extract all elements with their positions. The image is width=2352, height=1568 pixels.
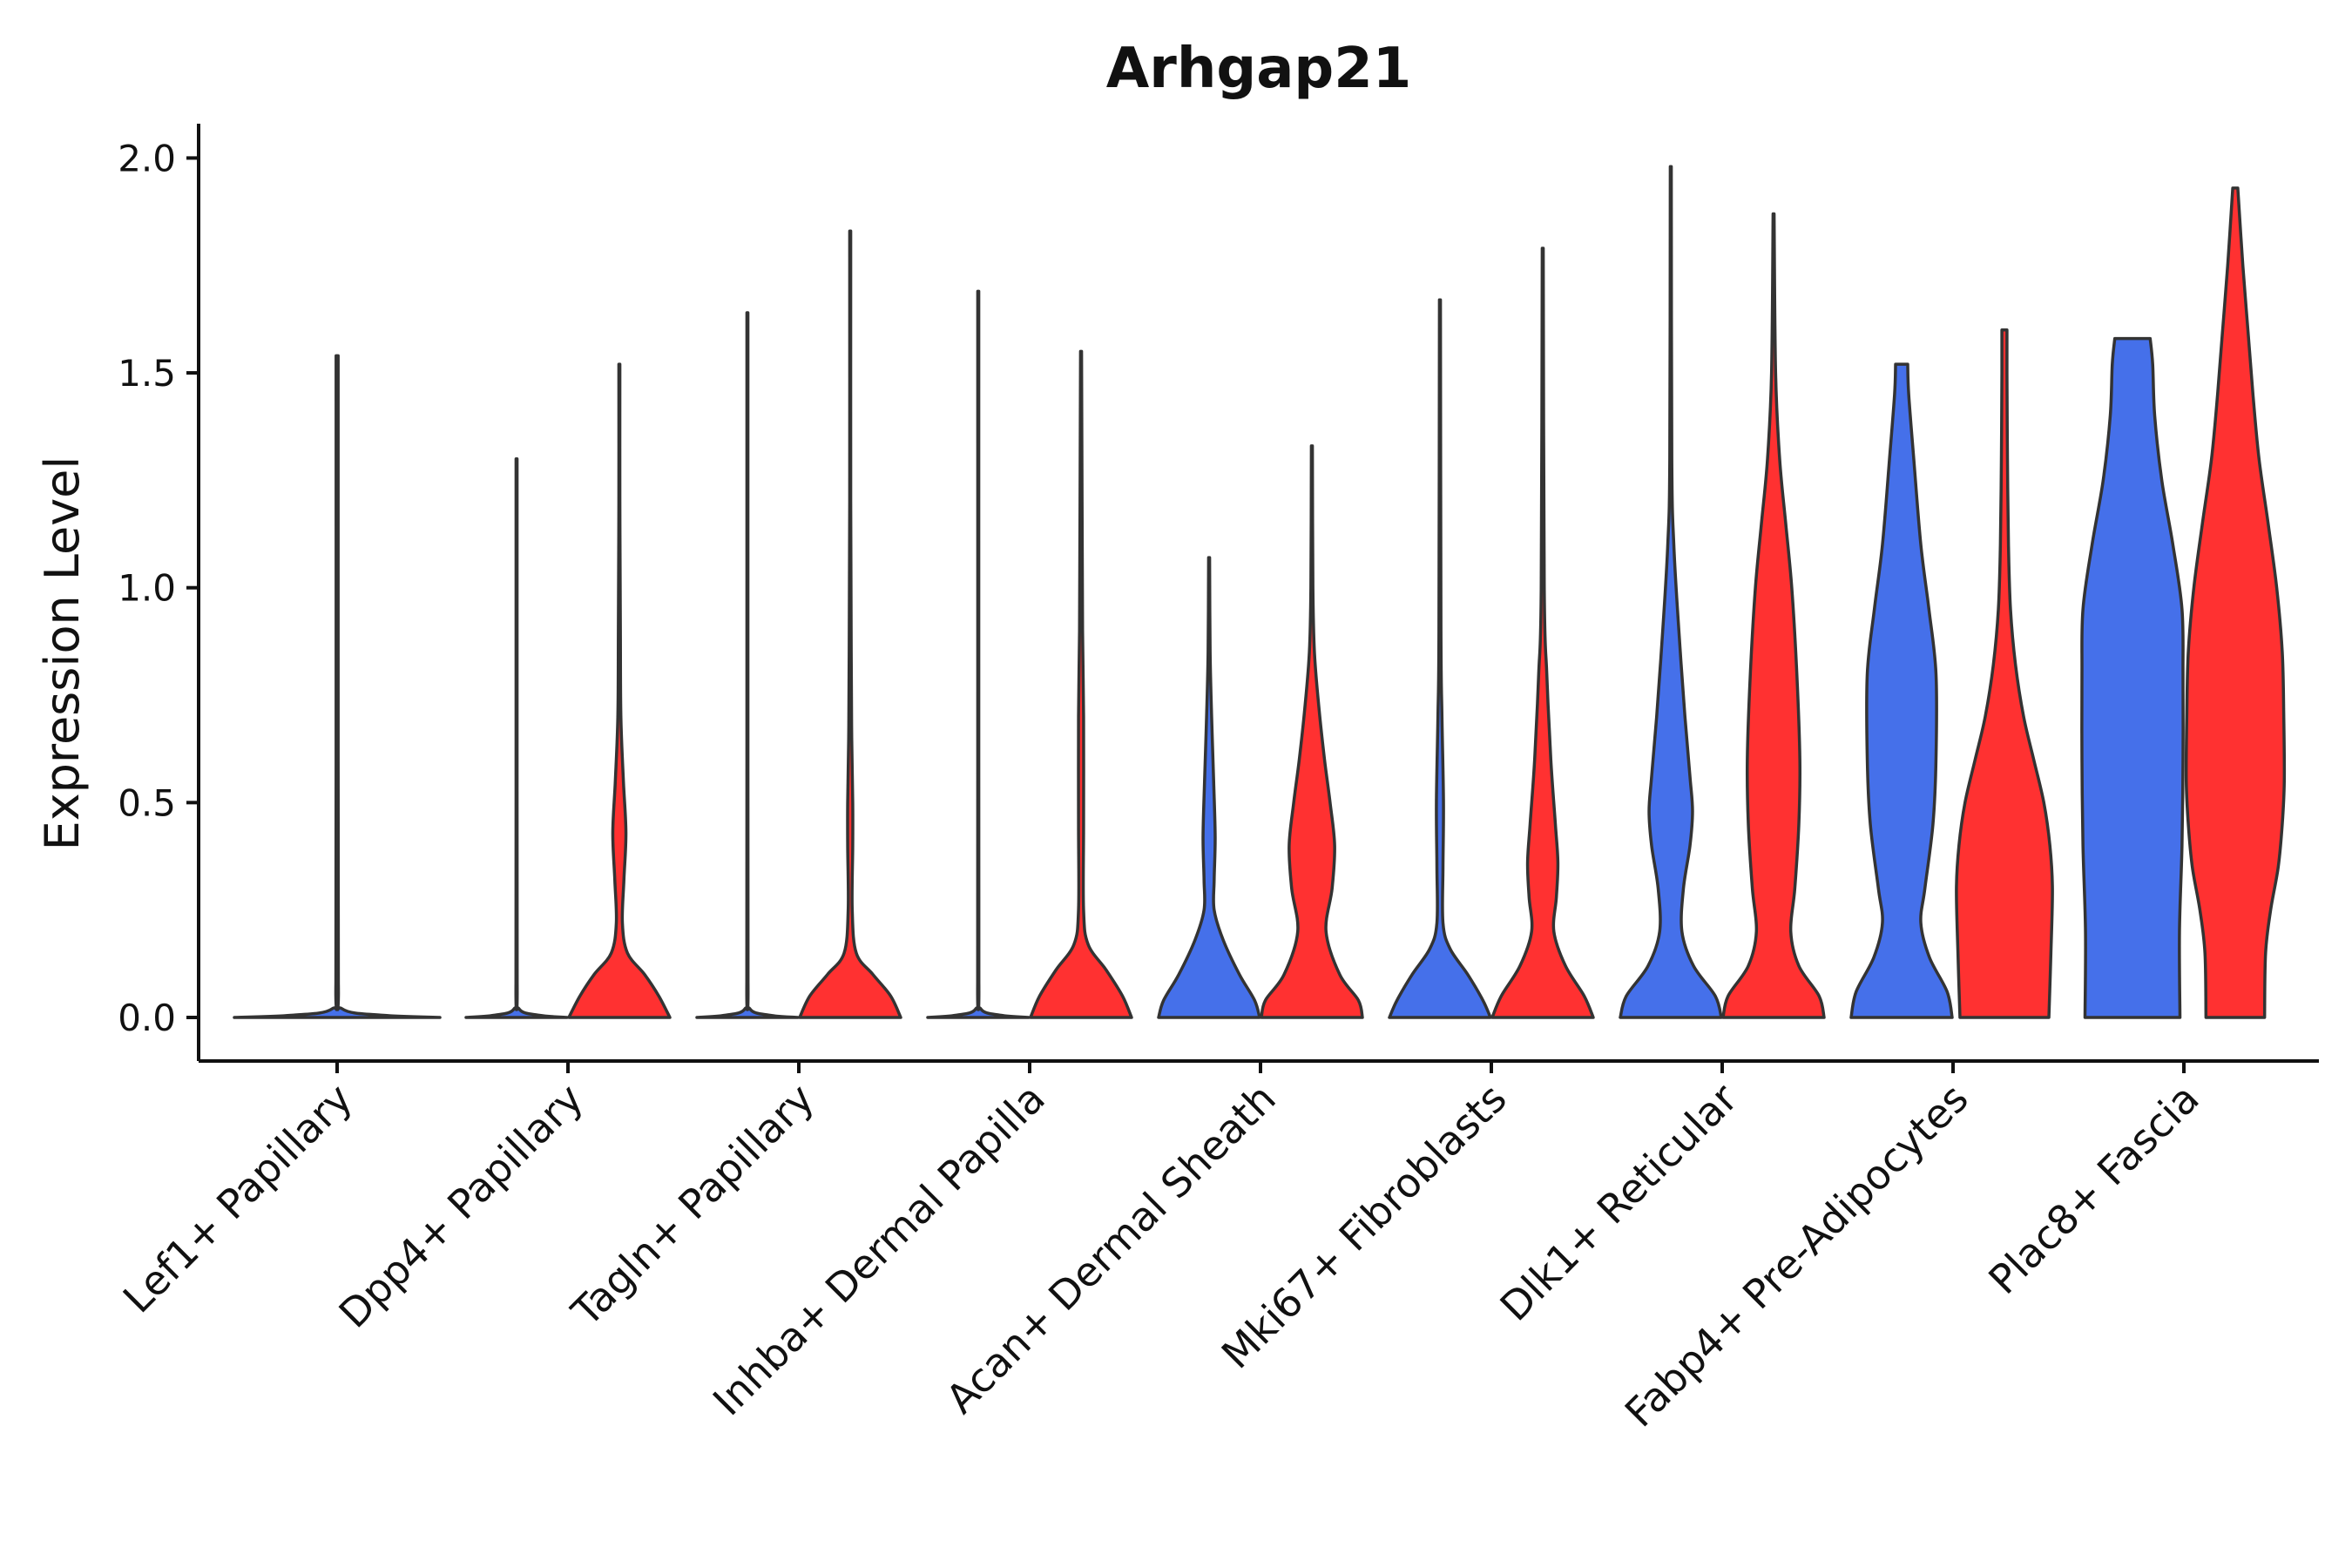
violin-red-7	[1721, 212, 1826, 1019]
violin-blue-6	[1388, 298, 1492, 1019]
y-tick-label: 2.0	[118, 137, 176, 179]
y-tick-label: 0.0	[118, 997, 176, 1039]
violins-layer	[233, 165, 2287, 1019]
violin-blue-5	[1157, 556, 1261, 1019]
violin-blue-9	[2080, 336, 2185, 1019]
y-axis-ticks: 0.0 0.5 1.0 1.5 2.0	[118, 137, 199, 1039]
violin-red-4	[1029, 349, 1133, 1019]
violin-blue-2	[464, 456, 569, 1019]
violin-red-8	[1955, 328, 2054, 1019]
x-tick-label: Dlk1+ Reticular	[1491, 1075, 1747, 1330]
y-tick-label: 1.5	[118, 352, 176, 395]
violin-blue-1	[233, 354, 442, 1019]
x-tick-label: Lef1+ Papillary	[114, 1075, 362, 1322]
violin-red-3	[798, 229, 902, 1019]
y-tick-label: 1.0	[118, 567, 176, 610]
chart-title: Arhgap21	[1106, 37, 1412, 101]
violin-red-6	[1490, 247, 1595, 1019]
violin-red-9	[2184, 186, 2287, 1019]
x-tick-label: Tagln+ Papillary	[562, 1075, 823, 1336]
violin-red-5	[1260, 444, 1364, 1019]
y-axis-label: Expression Level	[35, 456, 90, 851]
violin-blue-8	[1849, 362, 1954, 1019]
y-tick-label: 0.5	[118, 781, 176, 824]
x-tick-label: Plac8+ Fascia	[1979, 1075, 2207, 1303]
x-tick-label: Dpp4+ Papillary	[330, 1075, 592, 1337]
violin-blue-4	[926, 289, 1031, 1019]
violin-red-2	[567, 362, 672, 1019]
violin-blue-7	[1619, 165, 1723, 1019]
violin-blue-3	[695, 311, 800, 1019]
